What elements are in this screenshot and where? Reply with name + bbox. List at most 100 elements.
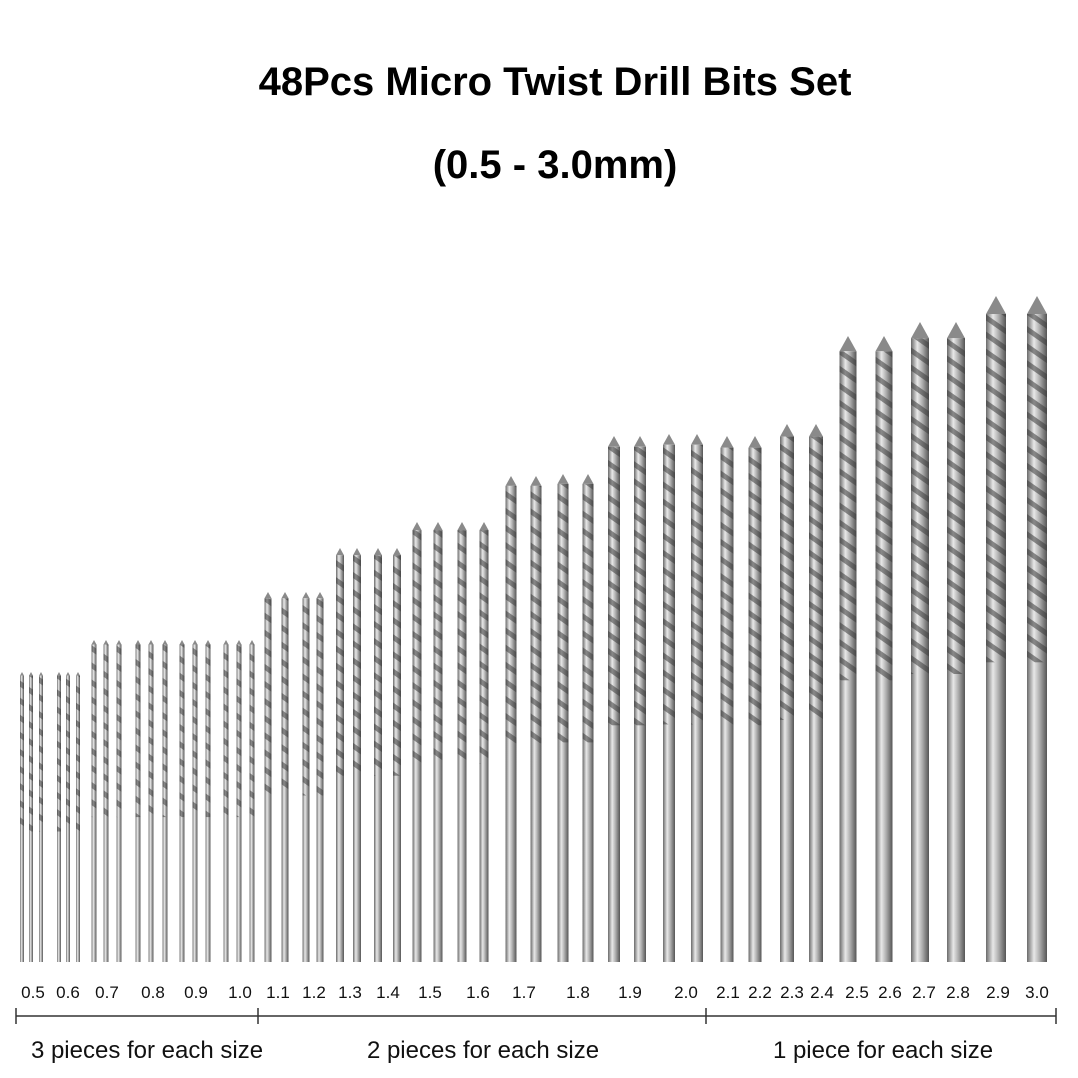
drill-bit: [720, 436, 734, 962]
drill-flute: [780, 436, 794, 720]
group-label: 2 pieces for each size: [367, 1037, 599, 1064]
drill-bit: [162, 640, 168, 962]
drill-flute: [875, 351, 893, 681]
drill-bit: [192, 640, 198, 962]
drill-bit: [76, 672, 80, 962]
drill-tip: [809, 424, 823, 437]
drill-tip: [179, 640, 185, 645]
drill-tip: [479, 522, 489, 531]
drill-tip: [720, 436, 734, 448]
drill-tip: [530, 476, 542, 486]
drill-bit: [264, 592, 272, 962]
drill-tip: [223, 640, 229, 645]
drill-flute: [162, 644, 168, 818]
drill-tip: [336, 548, 344, 556]
drill-tip: [457, 522, 467, 531]
drill-bit: [691, 434, 703, 962]
drill-bit: [20, 672, 24, 962]
drill-tip: [57, 672, 61, 676]
drill-tip: [192, 640, 198, 645]
drill-bit: [236, 640, 242, 962]
drill-tip: [634, 436, 646, 447]
brackets: [15, 1008, 1057, 1024]
drill-bit: [412, 522, 422, 962]
drill-tip: [839, 336, 857, 352]
drill-bit: [1027, 296, 1047, 962]
title: 48Pcs Micro Twist Drill Bits Set: [259, 60, 852, 104]
drill-bit: [316, 592, 324, 962]
size-label: 3.0: [1025, 983, 1049, 1002]
drill-flute: [302, 598, 310, 796]
drill-tip: [608, 436, 620, 447]
drill-bit: [663, 434, 675, 962]
drill-flute: [66, 675, 70, 832]
drill-flute: [1027, 314, 1047, 663]
drill-bit: [249, 640, 255, 962]
drill-tip: [947, 322, 965, 339]
drill-flute: [663, 444, 675, 725]
drill-bit: [223, 640, 229, 962]
drill-tip: [103, 640, 109, 645]
size-label: 1.3: [338, 983, 362, 1002]
drill-flute: [249, 644, 255, 818]
drill-bit: [374, 548, 382, 962]
size-labels: 0.5 0.6 0.7 0.8 0.9 1.0 1.1 1.2 1.3 1.4 1.5 1.6 1.7 1…: [21, 983, 1049, 1002]
drill-bit: [103, 640, 109, 962]
drill-flute: [223, 644, 229, 818]
drill-tip: [663, 434, 675, 445]
drill-flute: [192, 644, 198, 818]
drill-flute: [393, 555, 401, 776]
drill-flute: [135, 644, 141, 818]
drill-bit: [911, 322, 929, 962]
drill-bit: [530, 476, 542, 962]
size-label: 1.2: [302, 983, 326, 1002]
drill-flute: [911, 338, 929, 674]
drill-flute: [691, 444, 703, 725]
drill-bit: [479, 522, 489, 962]
drill-bit: [205, 640, 211, 962]
drill-tip: [353, 548, 361, 556]
size-label: 2.0: [674, 983, 698, 1002]
size-label: 2.5: [845, 983, 869, 1002]
drill-flute: [720, 447, 734, 726]
drill-tip: [116, 640, 122, 645]
group-label: 3 pieces for each size: [31, 1037, 263, 1064]
size-label: 1.9: [618, 983, 642, 1002]
drill-flute: [29, 675, 33, 832]
drill-tip: [281, 592, 289, 599]
size-label: 2.3: [780, 983, 804, 1002]
drill-bit: [634, 436, 646, 962]
drill-flute: [39, 675, 43, 832]
drill-bit: [457, 522, 467, 962]
drill-flute: [986, 314, 1006, 663]
drill-bit: [947, 322, 965, 962]
drill-bit: [281, 592, 289, 962]
drill-tip: [748, 436, 762, 448]
drill-bits: [20, 296, 1047, 963]
drill-tip: [264, 592, 272, 599]
size-label: 0.7: [95, 983, 119, 1002]
size-label: 0.6: [56, 983, 80, 1002]
drill-bit: [116, 640, 122, 962]
size-label: 2.7: [912, 983, 936, 1002]
drill-tip: [911, 322, 929, 339]
drill-flute: [530, 485, 542, 744]
drill-tip: [302, 592, 310, 599]
drill-tip: [316, 592, 324, 599]
drill-flute: [116, 644, 122, 818]
drill-tip: [20, 672, 24, 676]
drill-bit: [839, 336, 857, 962]
drill-tip: [433, 522, 443, 531]
drill-tip: [148, 640, 154, 645]
drill-tip: [1027, 296, 1047, 314]
drill-flute: [205, 644, 211, 818]
drill-tip: [780, 424, 794, 437]
drill-flute: [479, 530, 489, 764]
size-label: 2.8: [946, 983, 970, 1002]
drill-flute: [264, 598, 272, 796]
size-label: 1.1: [266, 983, 290, 1002]
drill-bit: [582, 474, 594, 962]
drill-bit: [336, 548, 344, 962]
drill-tip: [393, 548, 401, 556]
drill-flute: [505, 485, 517, 744]
